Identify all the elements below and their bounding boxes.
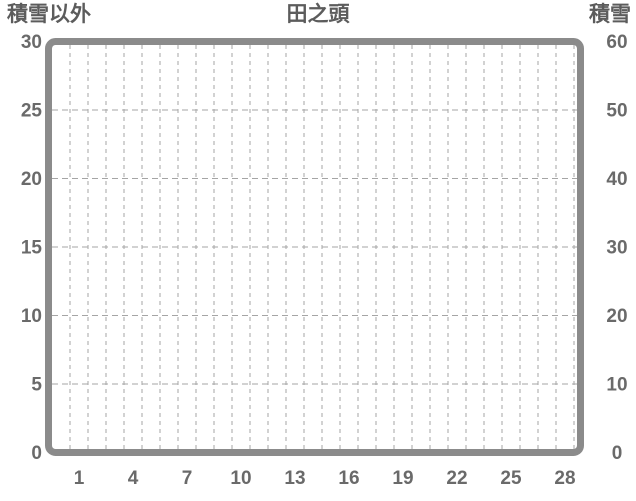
left-axis-tick-label: 25 xyxy=(21,101,43,122)
right-axis-tick-label: 50 xyxy=(606,101,627,122)
right-axis-tick-label: 20 xyxy=(606,306,627,327)
chart-title: 田之頭 xyxy=(286,3,350,26)
x-axis-tick-label: 7 xyxy=(182,468,193,489)
x-axis-tick-label: 25 xyxy=(500,468,522,489)
right-axis-tick-label: 10 xyxy=(606,375,627,396)
right-axis-tick-label: 60 xyxy=(606,32,627,53)
right-axis-tick-label: 30 xyxy=(606,238,627,259)
left-axis-tick-label: 0 xyxy=(31,443,42,464)
x-axis-tick-label: 13 xyxy=(284,468,305,489)
left-axis-tick-label: 15 xyxy=(21,238,43,259)
right-axis-title: 積雪 xyxy=(589,3,631,26)
x-axis-tick-label: 4 xyxy=(128,468,139,489)
left-axis-tick-label: 20 xyxy=(21,169,42,190)
left-axis-tick-label: 30 xyxy=(21,32,42,53)
x-axis-tick-label: 10 xyxy=(230,468,251,489)
left-axis-tick-label: 5 xyxy=(31,375,42,396)
right-axis-tick-label: 40 xyxy=(606,169,627,190)
horizontal-gridlines xyxy=(52,109,577,385)
x-axis-tick-label: 28 xyxy=(554,468,575,489)
x-axis-tick-label: 22 xyxy=(446,468,467,489)
left-axis-tick-label: 10 xyxy=(21,306,42,327)
x-axis-tick-label: 16 xyxy=(338,468,359,489)
x-axis-tick-label: 1 xyxy=(74,468,85,489)
plot-border xyxy=(45,38,584,456)
x-axis-tick-label: 19 xyxy=(392,468,413,489)
right-axis-tick-label: 0 xyxy=(612,443,623,464)
left-axis-title: 積雪以外 xyxy=(7,3,91,26)
